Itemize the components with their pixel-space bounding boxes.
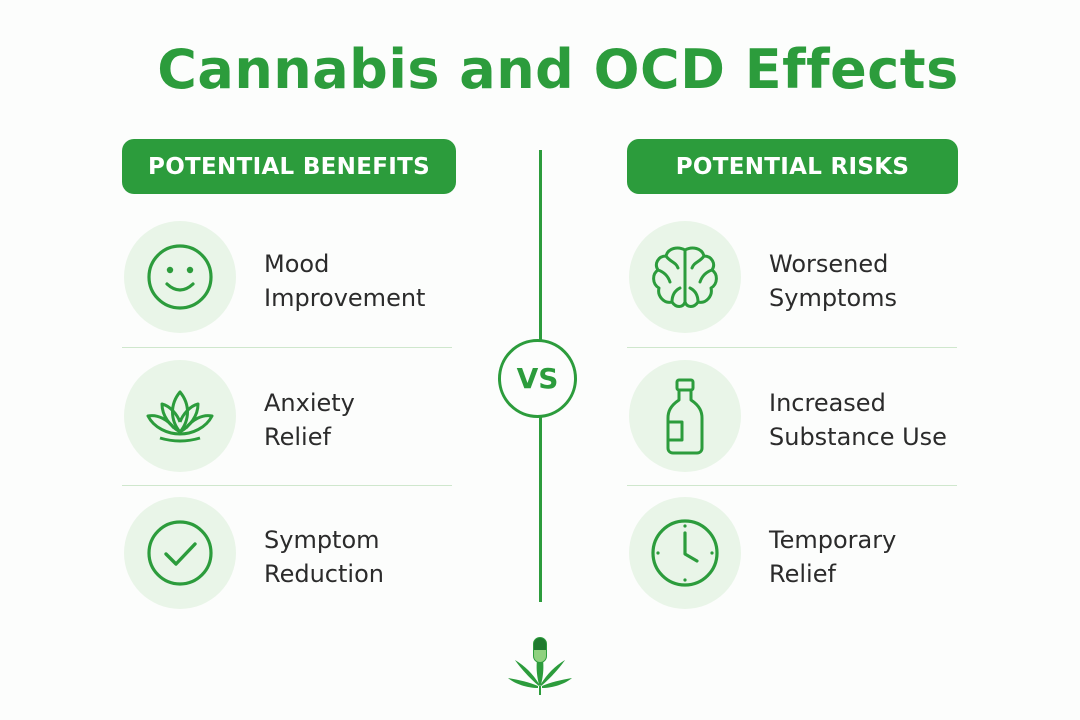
benefit-label-line2: Relief — [264, 423, 331, 451]
vs-badge: VS — [498, 339, 577, 418]
center-divider-bottom — [539, 417, 542, 602]
risk-item: Increased Substance Use — [629, 360, 959, 472]
risk-item: Worsened Symptoms — [629, 221, 959, 333]
brain-icon — [629, 221, 741, 333]
center-divider-top — [539, 150, 542, 340]
risks-heading: POTENTIAL RISKS — [627, 139, 958, 194]
benefit-label-line1: Mood — [264, 250, 330, 278]
benefits-heading: POTENTIAL BENEFITS — [122, 139, 456, 194]
lotus-icon — [124, 360, 236, 472]
risk-label-line2: Relief — [769, 560, 836, 588]
bottle-icon — [629, 360, 741, 472]
cannabis-capsule-logo-icon — [505, 636, 575, 696]
check-circle-icon — [124, 497, 236, 609]
benefit-divider — [122, 485, 452, 486]
benefit-label-line2: Reduction — [264, 560, 384, 588]
risk-divider — [627, 347, 957, 348]
risk-label-line1: Temporary — [769, 526, 897, 554]
risk-item: Temporary Relief — [629, 497, 959, 609]
benefit-label-line2: Improvement — [264, 284, 426, 312]
benefit-item: Symptom Reduction — [124, 497, 454, 609]
page-title: Cannabis and OCD Effects — [157, 38, 959, 101]
risk-label-line2: Substance Use — [769, 423, 947, 451]
benefit-item: Mood Improvement — [124, 221, 454, 333]
risk-label-line2: Symptoms — [769, 284, 898, 312]
benefit-item: Anxiety Relief — [124, 360, 454, 472]
clock-icon — [629, 497, 741, 609]
benefit-label-line1: Anxiety — [264, 389, 355, 417]
benefit-divider — [122, 347, 452, 348]
smiley-icon — [124, 221, 236, 333]
risk-label-line1: Worsened — [769, 250, 889, 278]
risk-divider — [627, 485, 957, 486]
risk-label-line1: Increased — [769, 389, 886, 417]
benefit-label-line1: Symptom — [264, 526, 380, 554]
